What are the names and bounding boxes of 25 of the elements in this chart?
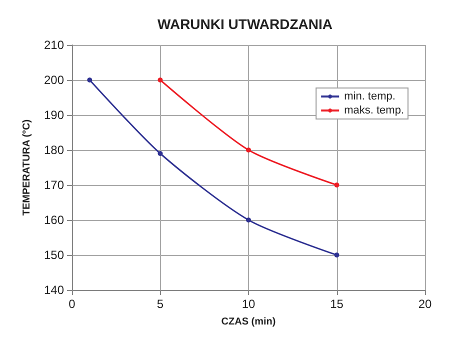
point (334, 252, 340, 258)
point (158, 151, 163, 156)
y-tick-label: 160 (44, 213, 64, 227)
point (246, 218, 251, 222)
y-tick-label: 190 (44, 108, 64, 122)
chart-title: WARUNKI UTWARDZANIA (158, 16, 332, 32)
x-tick-label: 0 (68, 297, 76, 311)
x-tick-label: 20 (418, 297, 432, 311)
point (87, 78, 92, 82)
legend-label: maks. temp. (344, 104, 404, 116)
point (334, 182, 340, 188)
y-tick-label: 150 (44, 248, 64, 262)
point (246, 148, 251, 152)
y-tick-label: 200 (44, 73, 64, 87)
x-tick-label: 15 (330, 297, 344, 311)
point (158, 78, 163, 82)
x-axis-title: CZAS (min) (221, 316, 276, 328)
y-axis-title: TEMPERATURA (°C) (22, 119, 32, 216)
y-tick-label: 170 (44, 178, 64, 192)
y-tick-label: 180 (44, 143, 64, 157)
x-tick-label: 10 (242, 297, 256, 311)
x-tick-label: 5 (156, 297, 164, 311)
y-tick-label: 210 (44, 38, 64, 52)
y-tick-label: 140 (44, 283, 64, 297)
legend-label: min. temp. (344, 90, 396, 102)
